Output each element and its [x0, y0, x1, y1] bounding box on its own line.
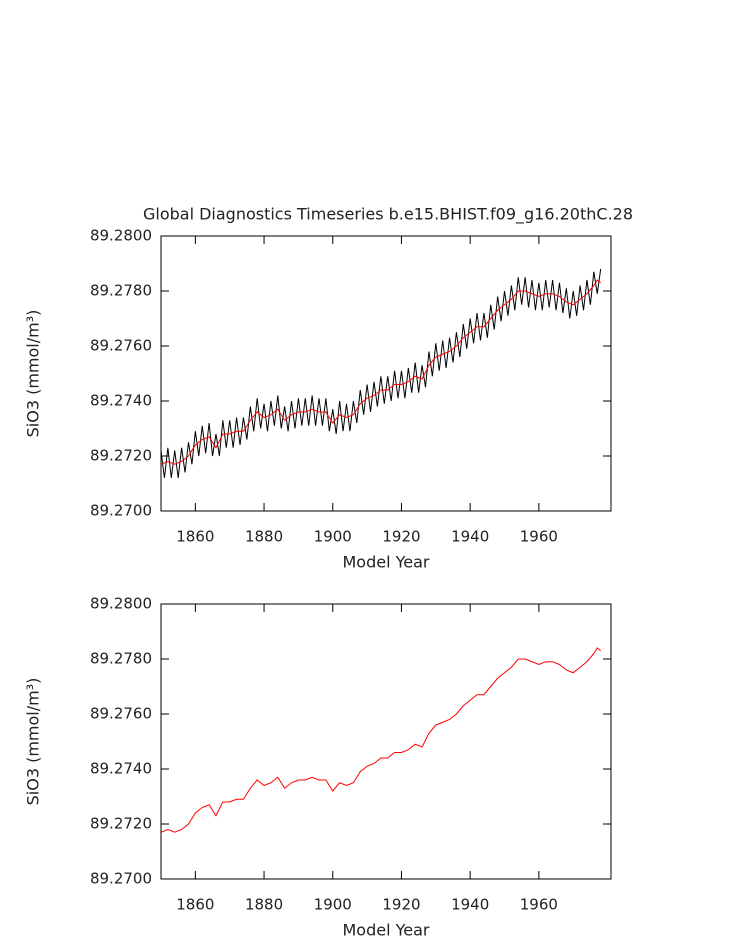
y-axis-label: SiO3 (mmol/m³) — [24, 310, 43, 438]
x-axis-label: Model Year — [343, 921, 430, 940]
x-axis-label: Model Year — [343, 553, 430, 572]
y-tick-label: 89.2800 — [90, 595, 152, 613]
y-tick-label: 89.2740 — [90, 760, 152, 778]
y-tick-label: 89.2720 — [90, 815, 152, 833]
y-tick-label: 89.2780 — [90, 282, 152, 300]
x-tick-label: 1900 — [314, 896, 352, 914]
y-axis-label: SiO3 (mmol/m³) — [24, 678, 43, 806]
y-tick-label: 89.2700 — [90, 502, 152, 520]
y-tick-label: 89.2720 — [90, 447, 152, 465]
series-line — [160, 279, 602, 465]
plot-frame — [160, 603, 612, 880]
x-tick-label: 1860 — [176, 528, 214, 546]
y-tick-label: 89.2760 — [90, 705, 152, 723]
x-tick-label: 1880 — [245, 528, 283, 546]
y-tick-label: 89.2780 — [90, 650, 152, 668]
x-tick-label: 1900 — [314, 528, 352, 546]
y-tick-label: 89.2740 — [90, 392, 152, 410]
x-tick-label: 1920 — [382, 528, 420, 546]
x-tick-label: 1960 — [520, 528, 558, 546]
series-line — [160, 647, 602, 833]
x-tick-label: 1880 — [245, 896, 283, 914]
x-tick-label: 1940 — [451, 528, 489, 546]
y-tick-label: 89.2760 — [90, 337, 152, 355]
x-tick-label: 1860 — [176, 896, 214, 914]
y-tick-label: 89.2700 — [90, 870, 152, 888]
x-tick-label: 1960 — [520, 896, 558, 914]
plot-frame — [160, 235, 612, 512]
x-tick-label: 1920 — [382, 896, 420, 914]
chart-title: Global Diagnostics Timeseries b.e15.BHIS… — [143, 205, 633, 225]
x-tick-label: 1940 — [451, 896, 489, 914]
series-line — [160, 268, 602, 479]
y-tick-label: 89.2800 — [90, 227, 152, 245]
